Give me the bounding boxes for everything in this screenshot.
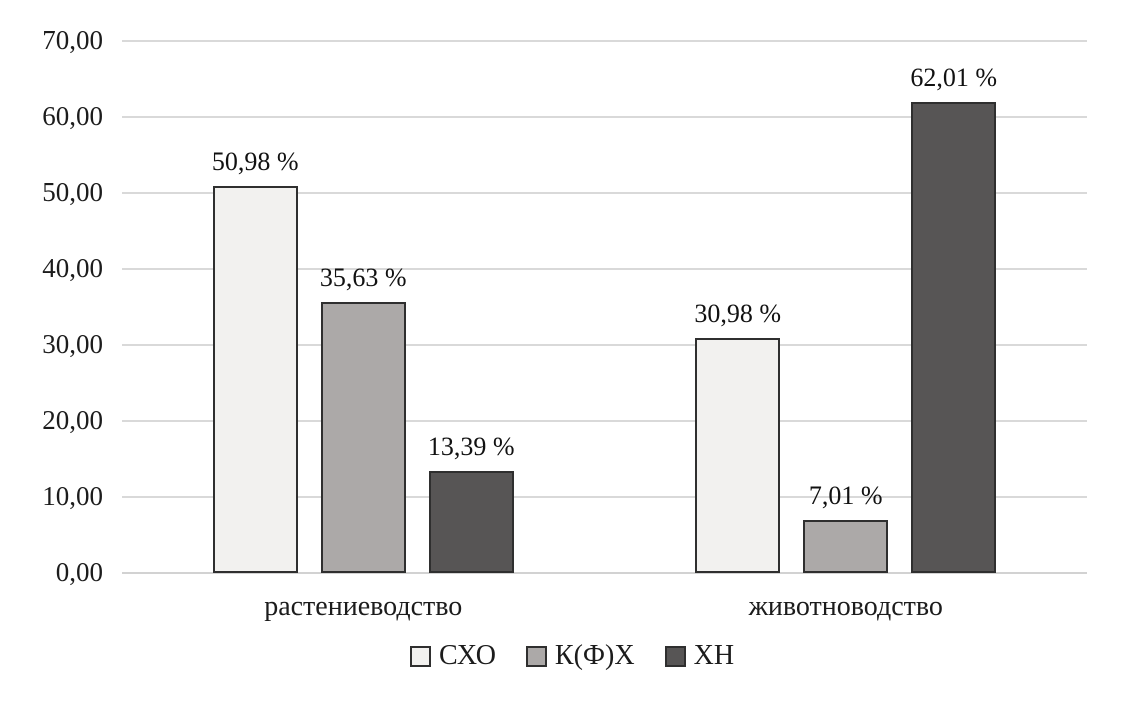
- bar-value-label: 35,63 %: [319, 263, 407, 293]
- y-axis-tick-label: 40,00: [42, 253, 103, 283]
- legend-label: К(Ф)Х: [554, 640, 635, 671]
- gridline: [122, 192, 1087, 194]
- bar-К(Ф)Х-животноводство: [803, 519, 889, 573]
- gridline: [122, 268, 1087, 270]
- legend-item-К(Ф)Х: К(Ф)Х: [525, 640, 635, 671]
- y-axis-tick-label: 0,00: [55, 557, 103, 587]
- bar-value-label: 50,98 %: [211, 146, 299, 176]
- y-axis-tick-label: 30,00: [42, 329, 103, 359]
- legend-item-ХН: ХН: [664, 640, 735, 671]
- x-axis-category-label: растениеводство: [264, 591, 463, 622]
- chart-legend: СХО К(Ф)Х ХН: [0, 641, 1144, 671]
- bar-К(Ф)Х-растениеводство: [320, 302, 406, 573]
- y-axis-tick-label: 70,00: [42, 25, 103, 55]
- gridline: [122, 344, 1087, 346]
- bar-value-label: 62,01 %: [910, 62, 998, 92]
- legend-swatch-icon: [409, 645, 431, 667]
- y-axis-tick-label: 50,00: [42, 177, 103, 207]
- gridline: [122, 116, 1087, 118]
- bar-ХН-животноводство: [911, 101, 997, 573]
- x-axis-category-label: животноводство: [748, 591, 943, 622]
- y-axis-tick-label: 60,00: [42, 101, 103, 131]
- gridline: [122, 496, 1087, 498]
- bar-value-label: 13,39 %: [427, 432, 515, 462]
- x-axis-line: [122, 572, 1087, 574]
- legend-swatch-icon: [525, 645, 547, 667]
- bar-СХО-растениеводство: [212, 185, 298, 573]
- legend-item-СХО: СХО: [409, 640, 496, 671]
- bar-ХН-растениеводство: [428, 471, 514, 573]
- y-axis-tick-label: 10,00: [42, 481, 103, 511]
- bar-value-label: 7,01 %: [808, 480, 883, 510]
- gridline: [122, 40, 1087, 42]
- gridline: [122, 420, 1087, 422]
- bar-value-label: 30,98 %: [694, 298, 782, 328]
- legend-label: СХО: [438, 640, 496, 671]
- legend-label: ХН: [693, 640, 735, 671]
- y-axis-tick-label: 20,00: [42, 405, 103, 435]
- bar-СХО-животноводство: [695, 337, 781, 573]
- legend-swatch-icon: [664, 645, 686, 667]
